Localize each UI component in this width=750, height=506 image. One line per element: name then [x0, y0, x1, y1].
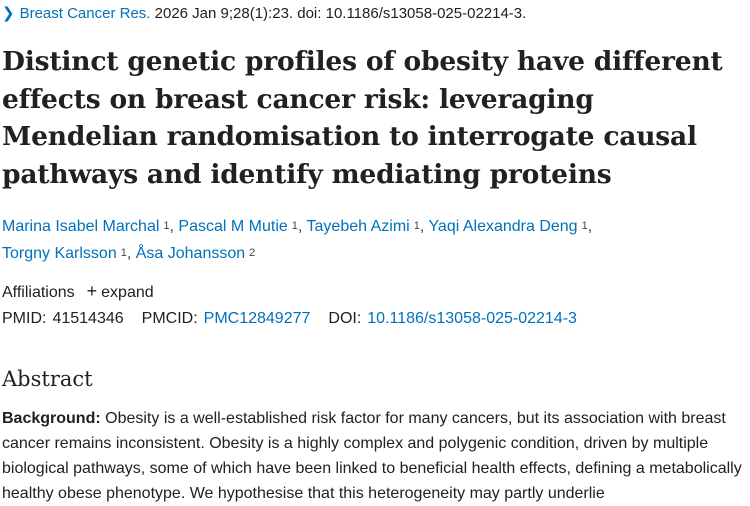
pmid-value: 41514346 [52, 310, 124, 327]
author-link[interactable]: Torgny Karlsson [2, 245, 117, 262]
affiliation-ref[interactable]: 1 [291, 220, 298, 232]
author-list: Marina Isabel Marchal 1, Pascal M Mutie 1,… [2, 214, 747, 268]
affiliation-ref[interactable]: 1 [163, 220, 170, 232]
pmcid-link[interactable]: PMC12849277 [203, 310, 311, 327]
abstract-background: Background: Obesity is a well-establishe… [2, 406, 747, 506]
expand-label: expand [101, 284, 154, 301]
identifiers: PMID: 41514346 PMCID: PMC12849277 DOI: 10.118… [2, 308, 577, 330]
affiliation-ref[interactable]: 1 [581, 220, 588, 232]
author-link[interactable]: Tayebeh Azimi [306, 218, 410, 235]
author-link[interactable]: Yaqi Alexandra Deng [428, 218, 578, 235]
doi-label: DOI: [328, 310, 362, 327]
author-item: Torgny Karlsson 1, [2, 245, 136, 262]
affiliation-ref[interactable]: 2 [249, 247, 256, 259]
author-link[interactable]: Åsa Johansson [135, 245, 246, 262]
author-item: Tayebeh Azimi 1, [306, 218, 429, 235]
author-item: Yaqi Alexandra Deng 1, [428, 218, 593, 235]
background-text: Obesity is a well-established risk facto… [2, 410, 742, 502]
pmcid-label: PMCID: [141, 310, 198, 327]
author-link[interactable]: Pascal M Mutie [178, 218, 288, 235]
author-item: Åsa Johansson 2 [136, 245, 256, 262]
doi-link[interactable]: 10.1186/s13058-025-02214-3 [367, 310, 577, 327]
author-item: Marina Isabel Marchal 1, [2, 218, 179, 235]
affiliation-ref[interactable]: 1 [120, 247, 127, 259]
abstract-heading: Abstract [2, 367, 93, 391]
plus-icon: + [86, 281, 98, 301]
author-item: Pascal M Mutie 1, [178, 218, 307, 235]
article-title: Distinct genetic profiles of obesity hav… [2, 46, 723, 190]
affiliations-label: Affiliations [2, 284, 75, 301]
background-label: Background: [2, 410, 101, 427]
citation-details: 2026 Jan 9;28(1):23. doi: 10.1186/s13058… [154, 5, 527, 22]
pmid-label: PMID: [2, 310, 47, 327]
affiliations-toggle[interactable]: Affiliations + expand [2, 280, 154, 304]
citation-line: ❯ Breast Cancer Res. 2026 Jan 9;28(1):23.… [2, 4, 526, 24]
author-link[interactable]: Marina Isabel Marchal [2, 218, 160, 235]
journal-link[interactable]: Breast Cancer Res. [19, 5, 151, 22]
affiliation-ref[interactable]: 1 [413, 220, 420, 232]
chevron-right-icon: ❯ [2, 5, 15, 22]
